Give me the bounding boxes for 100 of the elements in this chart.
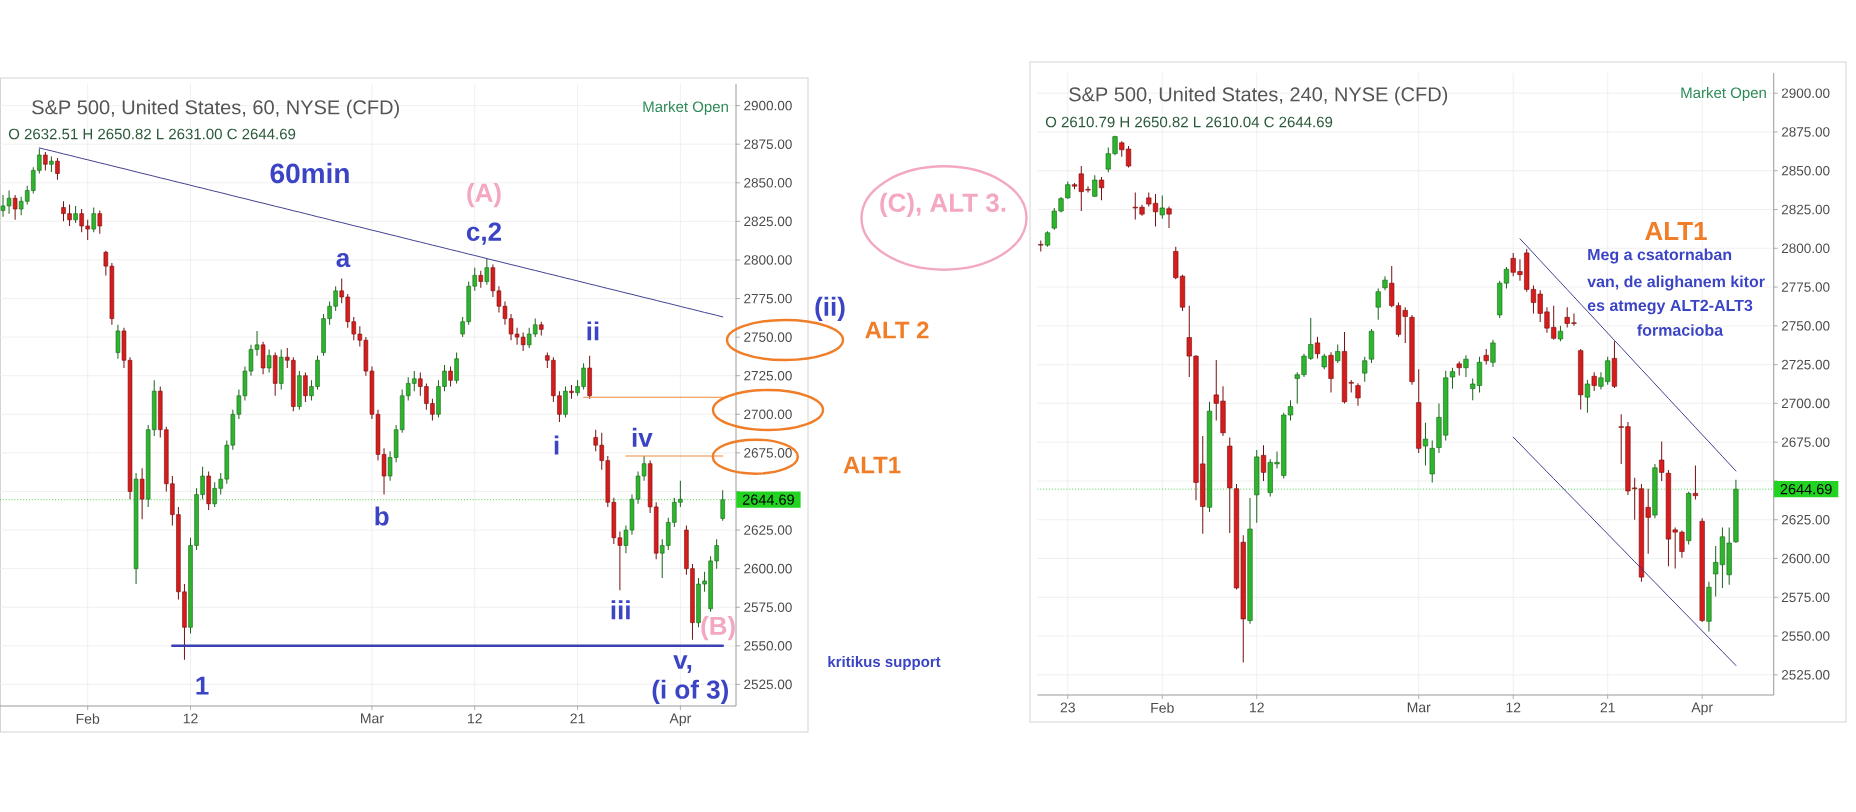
x-tick-label: 12: [1506, 702, 1521, 713]
y-tick-label: 2875.00: [1781, 127, 1830, 137]
annotation: 60min: [270, 162, 349, 184]
candlestick: [1692, 464, 1699, 501]
x-tick-label: 21: [1600, 702, 1615, 713]
candlestick: [1584, 379, 1591, 414]
y-tick-label: 2600.00: [744, 563, 792, 574]
annotation: Market Open: [643, 101, 728, 115]
y-tick-label: 2850.00: [744, 177, 792, 188]
text: (C), ALT 3.: [880, 192, 1006, 218]
x-tick-label: Mar: [361, 713, 384, 724]
annotation: c,2: [466, 222, 502, 245]
y-tick-label: 2550.00: [1781, 631, 1830, 641]
ref-line-label: 2644.69: [1780, 484, 1832, 495]
candlestick: [97, 210, 103, 235]
annotation: b: [375, 506, 389, 526]
x-tick-label: Feb: [76, 713, 100, 724]
candlestick: [1335, 343, 1341, 364]
candlestick: [720, 489, 725, 522]
y-tick-label: 2900.00: [1781, 88, 1830, 98]
annotation: a: [336, 252, 351, 268]
candlestick: [115, 324, 121, 360]
y-tick-label: 2600.00: [1781, 553, 1830, 564]
candlestick: [139, 467, 145, 520]
text: O 2610.79 H 2650.82 L 2610.04 C 2644.69: [1045, 116, 1333, 128]
candlestick: [1362, 356, 1368, 383]
y-tick-label: 2775.00: [1781, 282, 1830, 292]
annotation: es atmegy ALT2-ALT3: [1587, 299, 1753, 315]
x-tick-label: Feb: [1151, 702, 1174, 713]
candlestick: [260, 341, 266, 375]
candlestick: [1098, 176, 1105, 201]
candlestick: [454, 352, 459, 384]
y-tick-label: 2825.00: [744, 216, 792, 227]
text: O 2632.51 H 2650.82 L 2631.00 C 2644.69: [8, 128, 296, 140]
candlestick: [1422, 422, 1429, 466]
candlestick: [1490, 339, 1496, 368]
candlestick: [484, 257, 490, 286]
y-tick-label: 2800.00: [1781, 243, 1830, 254]
ref-line-label: 2644.69: [742, 494, 794, 505]
y-tick-label: 2575.00: [744, 602, 792, 612]
annotation: 1: [196, 676, 209, 695]
y-tick-label: 2575.00: [1781, 592, 1830, 603]
y-tick-label: 2775.00: [744, 293, 792, 304]
y-tick-label: 2675.00: [744, 448, 792, 458]
candlestick: [55, 157, 60, 181]
y-tick-label: 2875.00: [744, 139, 792, 149]
annotation: (B): [701, 616, 735, 641]
text: ALT1: [843, 456, 901, 474]
annotation: (i of 3): [652, 679, 728, 704]
candlestick: [1159, 195, 1165, 220]
candlestick: [43, 151, 48, 171]
text: (ii): [815, 296, 845, 322]
y-tick-label: 2825.00: [1781, 204, 1830, 215]
annotation: (A): [467, 182, 501, 208]
y-tick-label: 2725.00: [1781, 359, 1830, 370]
y-tick-label: 2675.00: [1781, 437, 1830, 447]
candlestick: [1328, 351, 1334, 394]
candlestick: [1591, 371, 1597, 392]
candlestick: [1463, 354, 1469, 378]
y-tick-label: 2725.00: [744, 370, 792, 381]
y-tick-label: 2625.00: [1781, 514, 1830, 525]
annotation: ii: [587, 321, 599, 341]
x-tick-label: Apr: [669, 713, 692, 727]
annotation: ALT1: [1645, 222, 1707, 240]
candlestick: [12, 194, 18, 221]
text: S&P 500, United States, 60, NYSE (CFD): [32, 99, 399, 119]
candlestick: [1166, 205, 1172, 229]
y-tick-label: 2750.00: [744, 332, 792, 342]
y-tick-label: 2625.00: [744, 525, 792, 535]
candlestick: [1314, 336, 1321, 359]
y-tick-label: 2850.00: [1781, 165, 1830, 176]
x-tick-label: Apr: [1691, 702, 1713, 716]
y-tick-label: 2900.00: [744, 100, 792, 111]
candlestick: [1375, 288, 1381, 321]
annotation: van, de alighanem kitor: [1587, 275, 1765, 291]
y-tick-label: 2550.00: [744, 641, 792, 651]
candlestick: [266, 348, 272, 374]
annotation: iii: [611, 600, 630, 620]
annotation: Meg a csatornaban: [1588, 248, 1732, 264]
annotation: Market Open: [1681, 87, 1766, 101]
text: ALT 2: [865, 321, 929, 339]
y-tick-label: 2700.00: [744, 409, 792, 420]
candlestick: [1355, 382, 1361, 407]
annotation: v,: [673, 655, 692, 673]
candlestick: [91, 206, 96, 233]
y-tick-label: 2525.00: [744, 679, 792, 690]
x-tick-label: 12: [468, 713, 482, 724]
x-tick-label: 23: [1060, 702, 1075, 713]
annotation: i: [554, 435, 559, 455]
candlestick: [1659, 440, 1665, 482]
x-tick-label: 12: [1250, 702, 1264, 713]
y-tick-label: 2750.00: [1781, 321, 1830, 331]
candlestick: [563, 386, 568, 418]
x-tick-label: Mar: [1407, 702, 1431, 713]
x-tick-label: 21: [570, 713, 585, 724]
annotation: formacioba: [1637, 324, 1724, 336]
text: kritikus support: [828, 656, 941, 670]
y-tick-label: 2700.00: [1781, 398, 1830, 409]
candlestick: [448, 365, 453, 388]
y-tick-label: 2525.00: [1781, 670, 1830, 680]
